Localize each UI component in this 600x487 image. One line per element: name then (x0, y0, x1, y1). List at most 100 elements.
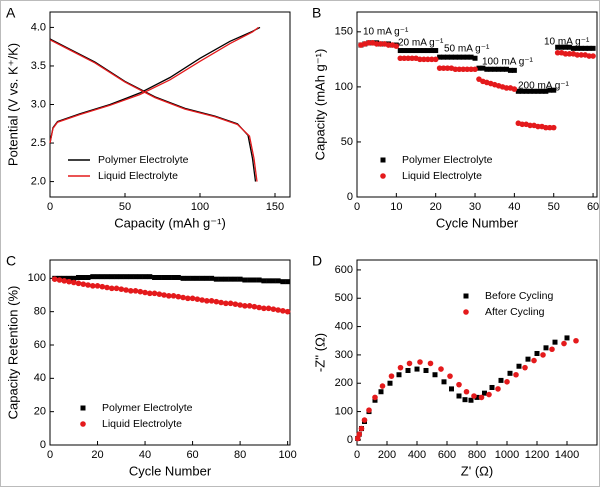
y-axis-label: Potential (V vs. K⁺/K) (5, 43, 20, 166)
marker (90, 274, 96, 280)
marker (543, 345, 549, 351)
marker (486, 391, 492, 398)
marker (237, 276, 243, 282)
marker (540, 352, 546, 358)
marker (527, 122, 533, 129)
marker (513, 371, 519, 378)
marker (256, 304, 262, 311)
marker (590, 45, 596, 51)
y-tick-label: 100 (335, 405, 353, 417)
marker (189, 295, 196, 302)
panel-letter: B (312, 5, 321, 21)
marker (425, 56, 431, 63)
marker (578, 45, 584, 51)
series-line (49, 26, 259, 182)
marker (204, 275, 210, 281)
marker (242, 303, 248, 309)
marker (142, 274, 148, 280)
marker (507, 67, 513, 73)
y-tick-label: 50 (341, 136, 353, 148)
y-tick-label: 3.0 (31, 98, 46, 110)
marker (550, 124, 557, 131)
marker (535, 123, 541, 130)
marker (519, 121, 526, 128)
y-tick-label: 2.0 (31, 175, 46, 187)
y-tick-label: 400 (335, 320, 353, 332)
y-tick-label: 0 (347, 191, 353, 203)
plot-area (49, 259, 291, 446)
marker (133, 274, 139, 280)
marker (71, 275, 77, 281)
marker (228, 276, 234, 282)
legend-label: Polymer Electrolyte (402, 154, 493, 166)
marker (223, 276, 229, 282)
legend-label: Liquid Electrolyte (98, 170, 178, 182)
marker (104, 274, 110, 280)
marker (432, 56, 439, 63)
marker (423, 367, 429, 373)
marker (388, 373, 395, 379)
marker (118, 274, 124, 280)
marker (456, 66, 463, 73)
marker (460, 66, 467, 73)
marker (132, 288, 139, 294)
marker (586, 45, 592, 51)
x-tick-label: 50 (548, 201, 560, 213)
panel-letter: D (312, 253, 322, 269)
marker (372, 394, 378, 401)
marker (437, 54, 443, 60)
marker (444, 54, 450, 60)
marker (285, 279, 291, 285)
marker (378, 389, 384, 395)
marker (208, 298, 215, 304)
marker (468, 54, 474, 60)
y-tick-label: 80 (34, 306, 46, 318)
x-tick-label: 40 (508, 201, 520, 213)
marker (421, 48, 427, 54)
marker (555, 44, 561, 50)
y-axis-label: Capacity (mAh g⁻¹) (312, 49, 327, 161)
marker (417, 56, 423, 63)
marker (417, 48, 423, 54)
marker (574, 45, 580, 51)
marker (573, 337, 579, 344)
x-tick-label: 100 (278, 449, 296, 461)
marker (396, 372, 402, 378)
marker (525, 356, 531, 362)
marker (152, 275, 158, 280)
y-tick-label: 0 (40, 439, 46, 451)
legend-swatch (80, 421, 86, 427)
marker (428, 56, 435, 63)
marker (432, 372, 438, 378)
marker (549, 346, 555, 353)
marker (99, 283, 106, 290)
marker (500, 66, 506, 72)
marker (170, 293, 177, 299)
marker (128, 274, 134, 280)
marker (213, 276, 219, 282)
marker (366, 40, 372, 46)
marker (405, 55, 411, 62)
marker (547, 87, 553, 93)
marker (452, 54, 458, 60)
marker (472, 55, 478, 61)
x-tick-label: 80 (234, 449, 246, 461)
y-tick-label: 200 (335, 377, 353, 389)
marker (496, 66, 502, 72)
marker (385, 42, 392, 48)
panel-letter: A (6, 5, 16, 21)
marker (574, 52, 581, 58)
marker (280, 308, 286, 314)
marker (425, 48, 431, 54)
legend-swatch (380, 157, 386, 163)
y-tick-label: 100 (28, 272, 46, 284)
x-tick-label: 800 (468, 449, 486, 461)
marker (546, 124, 553, 131)
marker (280, 279, 286, 285)
marker (95, 274, 101, 280)
marker (527, 88, 533, 94)
x-axis-label: Z' (Ω) (461, 463, 493, 478)
marker (113, 285, 120, 292)
